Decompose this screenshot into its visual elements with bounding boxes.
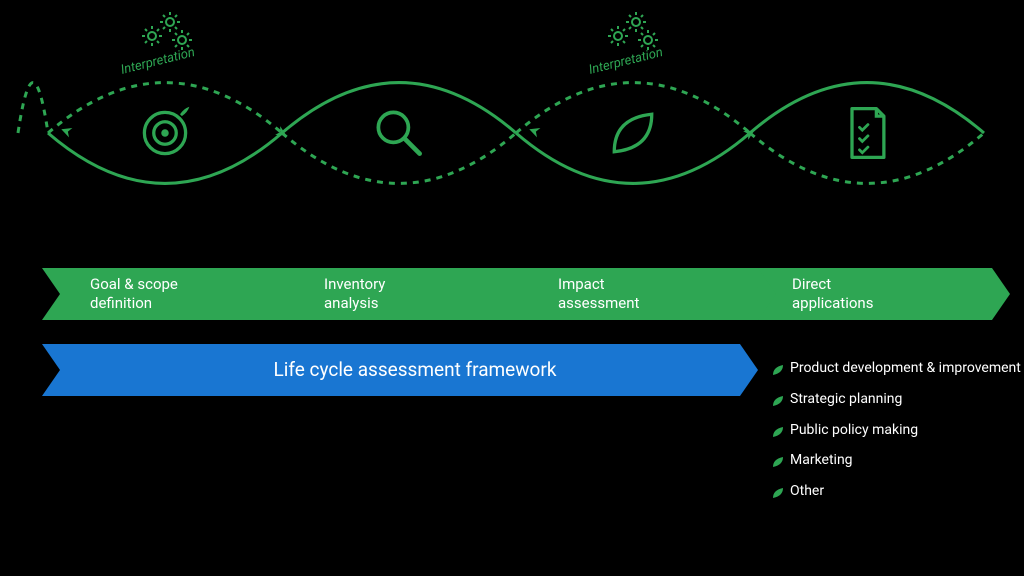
framework-chevron: Life cycle assessment framework [60, 344, 740, 396]
stage-chevron: Goal & scope definition [60, 268, 290, 320]
application-label: Product development & improvement [790, 360, 1021, 376]
application-item: Marketing [790, 452, 1021, 469]
gear-cluster-icon [136, 8, 196, 48]
magnify-icon [369, 103, 429, 163]
application-label: Strategic planning [790, 391, 902, 407]
leaf-bullet-icon [772, 395, 784, 407]
target-icon [135, 103, 195, 163]
application-item: Strategic planning [790, 391, 1021, 408]
application-item: Product development & improvement [790, 360, 1021, 377]
application-item: Public policy making [790, 422, 1021, 439]
stage-chevron: Inventory analysis [294, 268, 524, 320]
stage-label: Impact assessment [558, 275, 639, 313]
application-label: Marketing [790, 452, 853, 468]
leaf-bullet-icon [772, 364, 784, 376]
stage-chevron: Direct applications [762, 268, 992, 320]
framework-label: Life cycle assessment framework [274, 358, 557, 382]
applications-list: Product development & improvement Strateg… [790, 360, 1021, 514]
leaf-bullet-icon [772, 456, 784, 468]
leaf-bullet-icon [772, 426, 784, 438]
stage-chevron: Impact assessment [528, 268, 758, 320]
stage-label: Direct applications [792, 275, 873, 313]
document-icon [837, 103, 897, 163]
stage-label: Goal & scope definition [90, 275, 178, 313]
application-label: Public policy making [790, 422, 918, 438]
application-label: Other [790, 483, 824, 499]
application-item: Other [790, 483, 1021, 500]
diagram-canvas: InterpretationInterpretation Goal & scop… [0, 0, 1024, 576]
leaf-bullet-icon [772, 487, 784, 499]
leaf-icon [603, 103, 663, 163]
stage-chevron-row: Goal & scope definition Inventory analysi… [60, 268, 1000, 320]
gear-cluster-icon [602, 8, 662, 48]
stage-label: Inventory analysis [324, 275, 385, 313]
